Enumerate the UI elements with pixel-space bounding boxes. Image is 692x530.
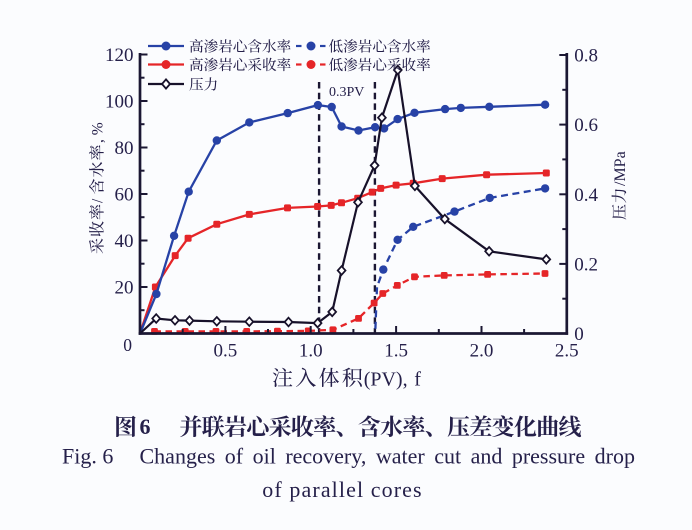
svg-text:of parallel cores: of parallel cores [262,477,422,502]
svg-text:/: / [90,198,107,203]
svg-text:Changes of oil recovery, water: Changes of oil recovery, water cut and p… [140,444,635,469]
svg-text:40: 40 [115,231,134,252]
svg-text:(PV), f: (PV), f [364,368,422,390]
svg-text:1.5: 1.5 [384,341,408,362]
svg-text:6: 6 [140,414,151,439]
svg-text:2.0: 2.0 [470,341,494,362]
svg-text:, %: , % [90,122,107,143]
svg-text:20: 20 [115,278,134,299]
svg-text:0.3PV: 0.3PV [329,85,364,100]
svg-text:60: 60 [115,185,134,206]
svg-text:Fig. 6: Fig. 6 [62,444,113,469]
svg-text:0.4: 0.4 [574,185,598,206]
svg-text:2.5: 2.5 [555,341,579,362]
svg-text:0.6: 0.6 [574,115,598,136]
svg-text:1.0: 1.0 [299,341,323,362]
svg-text:0: 0 [123,335,132,355]
svg-text:80: 80 [115,138,134,159]
svg-text:0: 0 [574,324,584,345]
svg-text:100: 100 [105,92,134,113]
svg-text:/MPa: /MPa [612,151,629,186]
svg-text:120: 120 [105,45,134,66]
svg-text:0.8: 0.8 [574,46,598,67]
svg-text:0.2: 0.2 [574,254,598,275]
svg-text:0.5: 0.5 [214,341,238,362]
